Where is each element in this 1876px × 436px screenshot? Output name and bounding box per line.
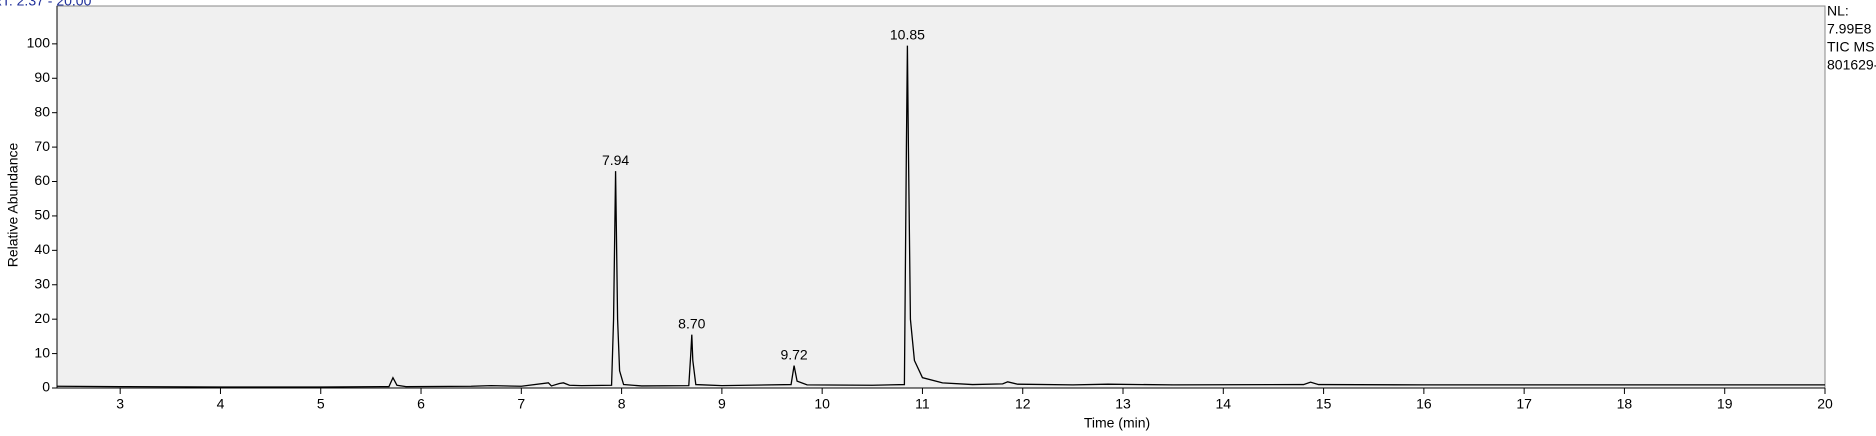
x-tick-label: 6 [417,396,425,412]
peak-label: 10.85 [890,26,925,42]
x-tick-label: 17 [1516,396,1532,412]
y-tick-label: 40 [34,241,50,257]
x-tick-label: 4 [217,396,225,412]
peak-label: 7.94 [602,152,629,168]
peak-label: 9.72 [780,346,807,362]
y-tick-label: 100 [27,35,51,51]
peak-label: 8.70 [678,315,705,331]
x-tick-label: 5 [317,396,325,412]
x-tick-label: 3 [116,396,124,412]
x-tick-label: 9 [718,396,726,412]
y-tick-label: 30 [34,275,50,291]
x-tick-label: 15 [1316,396,1332,412]
y-tick-label: 50 [34,207,50,223]
y-tick-label: 20 [34,310,50,326]
x-tick-label: 20 [1817,396,1833,412]
y-tick-label: 10 [34,344,50,360]
side-label: NL: [1827,3,1849,19]
x-tick-label: 13 [1115,396,1131,412]
side-label: 7.99E8 [1827,21,1872,37]
x-tick-label: 14 [1216,396,1232,412]
y-tick-label: 70 [34,138,50,154]
trace [56,45,1825,388]
side-label: 801629- [1827,57,1876,73]
y-tick-label: 90 [34,69,50,85]
y-axis-label: Relative Abundance [5,143,21,268]
x-tick-label: 10 [814,396,830,412]
side-label: TIC MS [1827,39,1874,55]
header: RT: 2.37 - 20.00 [0,0,92,9]
y-tick-label: 60 [34,172,50,188]
x-axis-label: Time (min) [1084,415,1150,431]
plot-area [56,5,1826,389]
x-tick-label: 11 [915,396,930,412]
y-tick-label: 0 [42,379,50,395]
x-tick-label: 12 [1015,396,1031,412]
x-tick-label: 18 [1617,396,1633,412]
x-tick-label: 16 [1416,396,1432,412]
x-tick-label: 7 [517,396,525,412]
x-tick-label: 8 [618,396,626,412]
x-tick-label: 19 [1717,396,1733,412]
y-tick-label: 80 [34,103,50,119]
